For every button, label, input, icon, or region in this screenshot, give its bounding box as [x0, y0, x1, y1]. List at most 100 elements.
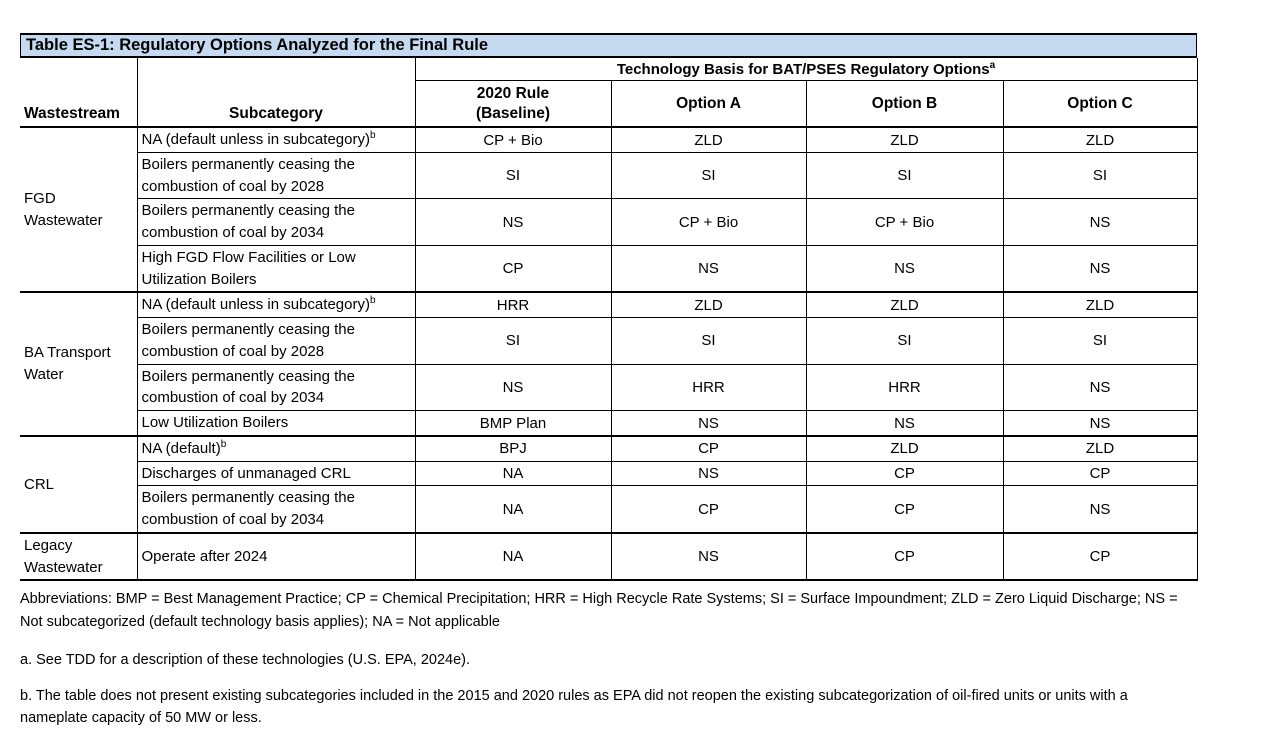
option-b-cell: SI [806, 317, 1004, 365]
option-a-cell: HRR [611, 364, 807, 412]
option-a-cell: CP [611, 485, 807, 534]
option-c-cell: ZLD [1003, 292, 1198, 319]
option-b-cell: HRR [806, 364, 1004, 412]
baseline-cell: CP [415, 245, 612, 294]
option-a-cell: CP [611, 435, 807, 462]
option-c-cell: ZLD [1003, 127, 1198, 153]
table-row: CRL NA (default)b BPJ CP ZLD ZLD [20, 435, 1198, 534]
footnote-marker: b [369, 295, 376, 307]
option-a-cell: ZLD [611, 127, 807, 153]
table-row: Low Utilization Boilers BMP Plan NS NS N… [20, 410, 1198, 437]
col-header-tech-basis: Technology Basis for BAT/PSES Regulatory… [415, 58, 1198, 82]
subcategory-text: NA (default unless in subcategory) [141, 131, 370, 149]
option-a-cell: NS [611, 410, 807, 437]
table-row: FGD Wastewater NA (default unless in sub… [20, 127, 1198, 294]
subcategory-cell: Boilers permanently ceasing the combusti… [137, 198, 416, 246]
footnote-a: a. See TDD for a description of these te… [20, 652, 471, 669]
baseline-cell: SI [415, 152, 612, 200]
subcategory-text: NA (default unless in subcategory) [141, 296, 370, 314]
subcategory-text: Operate after 2024 [141, 547, 268, 565]
baseline-cell: NA [415, 485, 612, 534]
option-c-cell: CP [1003, 461, 1198, 487]
wastestream-cell-ba: BA Transport Water [20, 292, 138, 437]
baseline-cell: CP + Bio [415, 127, 612, 153]
wastestream-cell-fgd: FGD Wastewater [20, 127, 138, 294]
table-row: Legacy Wastewater Operate after 2024 NA … [20, 532, 1198, 582]
baseline-cell: HRR [415, 292, 612, 319]
subcategory-text: Low Utilization Boilers [141, 414, 289, 432]
wastestream-cell-legacy: Legacy Wastewater [20, 532, 138, 582]
subcategory-text: Boilers permanently ceasing the combusti… [141, 155, 355, 195]
table-row: Discharges of unmanaged CRL NA NS CP CP [20, 461, 1198, 487]
option-b-cell: ZLD [806, 127, 1004, 153]
subcategory-text: Boilers permanently ceasing the combusti… [141, 202, 355, 242]
baseline-line1: 2020 Rule [476, 85, 550, 103]
option-b-cell: NS [806, 245, 1004, 294]
footnote-marker: b [220, 438, 227, 450]
subcategory-cell: Low Utilization Boilers [137, 410, 416, 437]
regulatory-options-table: Wastestream Subcategory Technology Basis… [20, 58, 1198, 582]
option-c-cell: SI [1003, 152, 1198, 200]
option-b-cell: SI [806, 152, 1004, 200]
baseline-cell: SI [415, 317, 612, 365]
wastestream-cell-crl: CRL [20, 435, 138, 534]
option-c-cell: NS [1003, 410, 1198, 437]
header-row-options: 2020 Rule (Baseline) Option A Option B Op… [20, 80, 1198, 129]
subcategory-cell: Discharges of unmanaged CRL [137, 461, 416, 487]
option-a-cell: NS [611, 461, 807, 487]
option-b-cell: CP [806, 485, 1004, 534]
table-row: Boilers permanently ceasing the combusti… [20, 152, 1198, 200]
table-row: Boilers permanently ceasing the combusti… [20, 317, 1198, 365]
subcategory-text: Boilers permanently ceasing the combusti… [141, 321, 355, 360]
abbreviations-note: Abbreviations: BMP = Best Management Pra… [20, 591, 1178, 630]
footnote-marker: b [369, 130, 376, 142]
table-notes: Abbreviations: BMP = Best Management Pra… [20, 588, 1182, 729]
col-header-baseline: 2020 Rule (Baseline) [415, 80, 612, 129]
subcategory-cell: Boilers permanently ceasing the combusti… [137, 364, 416, 412]
subcategory-cell: Boilers permanently ceasing the combusti… [137, 317, 416, 365]
option-a-cell: CP + Bio [611, 198, 807, 246]
subcategory-cell: NA (default unless in subcategory)b [137, 292, 416, 319]
option-a-cell: SI [611, 317, 807, 365]
col-header-option-c: Option C [1003, 80, 1198, 129]
header-row-span: Wastestream Subcategory Technology Basis… [20, 58, 1198, 129]
option-b-cell: ZLD [806, 292, 1004, 319]
subcategory-text: Boilers permanently ceasing the combusti… [141, 489, 355, 529]
tech-basis-label: Technology Basis for BAT/PSES Regulatory… [616, 60, 990, 78]
table-row: BA Transport Water NA (default unless in… [20, 292, 1198, 437]
option-c-cell: ZLD [1003, 435, 1198, 462]
option-a-cell: ZLD [611, 292, 807, 319]
table-row: High FGD Flow Facilities or Low Utilizat… [20, 245, 1198, 294]
option-c-cell: NS [1003, 245, 1198, 294]
subcategory-cell: High FGD Flow Facilities or Low Utilizat… [137, 245, 416, 294]
subcategory-cell: Boilers permanently ceasing the combusti… [137, 485, 416, 534]
table-row: Boilers permanently ceasing the combusti… [20, 364, 1198, 412]
option-a-cell: NS [611, 532, 807, 582]
option-a-cell: SI [611, 152, 807, 200]
subcategory-text: Boilers permanently ceasing the combusti… [141, 367, 355, 407]
document-page: Table ES-1: Regulatory Options Analyzed … [20, 33, 1260, 726]
baseline-cell: NS [415, 364, 612, 412]
option-a-cell: NS [611, 245, 807, 294]
footnote-b: b. The table does not present existing s… [20, 687, 1128, 727]
baseline-cell: BMP Plan [415, 410, 612, 437]
table-row: Boilers permanently ceasing the combusti… [20, 198, 1198, 246]
subcategory-text: NA (default) [141, 439, 221, 457]
col-header-option-a: Option A [611, 80, 807, 129]
baseline-cell: BPJ [415, 435, 612, 462]
option-c-cell: NS [1003, 198, 1198, 246]
subcategory-cell: NA (default)b [137, 435, 416, 462]
subcategory-text: High FGD Flow Facilities or Low Utilizat… [141, 248, 356, 288]
col-header-subcategory: Subcategory [137, 58, 416, 129]
option-b-cell: CP [806, 461, 1004, 487]
subcategory-cell: Operate after 2024 [137, 532, 416, 582]
subcategory-cell: Boilers permanently ceasing the combusti… [137, 152, 416, 200]
option-c-cell: CP [1003, 532, 1198, 582]
table-title: Table ES-1: Regulatory Options Analyzed … [20, 33, 1197, 59]
baseline-cell: NA [415, 532, 612, 582]
option-b-cell: NS [806, 410, 1004, 437]
option-b-cell: ZLD [806, 435, 1004, 462]
baseline-cell: NS [415, 198, 612, 246]
tech-basis-footnote-marker: a [989, 59, 996, 71]
baseline-cell: NA [415, 461, 612, 487]
